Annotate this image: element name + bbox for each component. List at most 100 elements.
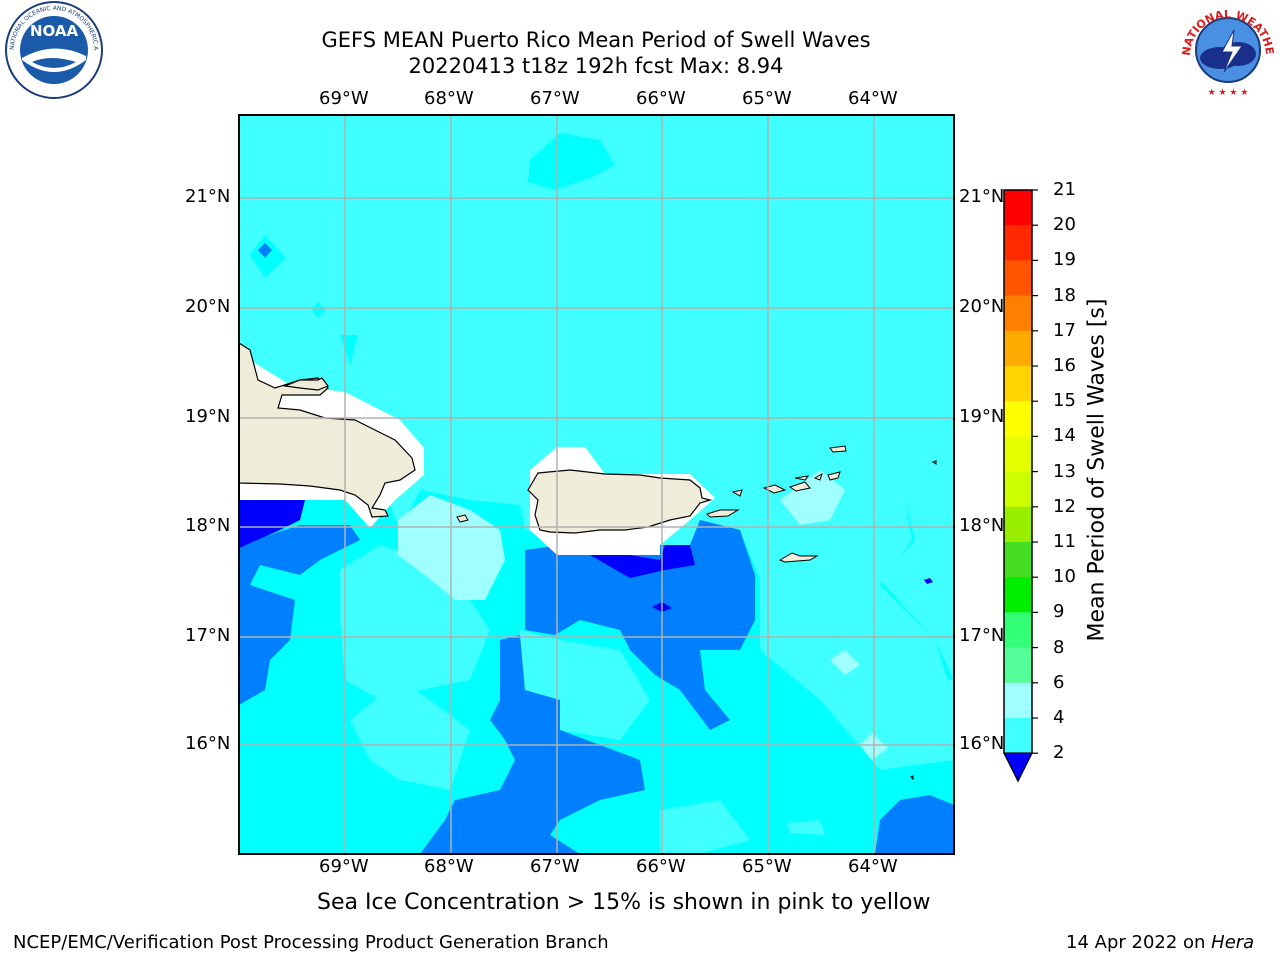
lat-label-right: 19°N — [959, 406, 1005, 427]
colorbar-swatch — [1004, 682, 1032, 719]
field-4-6s-patch — [312, 302, 326, 318]
colorbar-swatch — [1004, 190, 1032, 226]
lon-label-top: 68°W — [424, 88, 474, 109]
colorbar-title: Mean Period of Swell Waves [s] — [1084, 298, 1110, 642]
lat-label-left: 20°N — [185, 296, 231, 317]
field-lt2s — [924, 578, 933, 584]
colorbar-swatch — [1004, 718, 1032, 754]
lat-label-left: 21°N — [185, 186, 231, 207]
colorbar-level-label: 15 — [1053, 390, 1076, 412]
colorbar-swatch — [1004, 542, 1032, 578]
colorbar-extend-arrow — [1003, 752, 1033, 783]
field-6-8s-patch — [660, 800, 750, 854]
field-2-4s — [239, 525, 360, 705]
land-st-croix — [778, 552, 819, 563]
colorbar-level-label: 12 — [1053, 495, 1076, 517]
field-6-8s-patch — [787, 820, 825, 835]
field-6-8s-patch — [760, 560, 860, 680]
lon-label-bottom: 69°W — [319, 856, 369, 877]
land-hispaniola — [239, 342, 416, 518]
field-8-9s — [780, 470, 845, 525]
lon-label-top: 69°W — [319, 88, 369, 109]
colorbar-level-label: 10 — [1053, 566, 1076, 588]
colorbar-level-label: 14 — [1053, 425, 1076, 447]
colorbar-level-label: 17 — [1053, 319, 1076, 341]
footer-machine: Hera — [1211, 932, 1255, 953]
chart-subtitle: 20220413 t18z 192h fcst Max: 8.94 — [408, 54, 784, 78]
colorbar-swatch — [1004, 506, 1032, 543]
field-4-6s-patch — [528, 133, 615, 190]
field-2-4s — [525, 520, 755, 730]
lat-label-right: 17°N — [959, 625, 1005, 646]
colorbar-level-label: 9 — [1053, 601, 1065, 623]
lat-label-left: 19°N — [185, 406, 231, 427]
land-mona-island — [456, 514, 469, 523]
footer-branch: NCEP/EMC/Verification Post Processing Pr… — [13, 932, 609, 953]
gridlines — [239, 115, 954, 854]
colorbar-level-label: 21 — [1053, 179, 1076, 200]
field-2-4s — [258, 243, 272, 258]
footer-date-text: 14 Apr 2022 on — [1066, 932, 1212, 953]
colorbar-level-label: 18 — [1053, 284, 1076, 306]
map-field — [239, 115, 954, 854]
colorbar-level-label: 8 — [1053, 636, 1065, 658]
field-6-8s-patch — [880, 680, 954, 760]
colorbar-level-label: 13 — [1053, 460, 1076, 482]
colorbar-swatch — [1004, 577, 1032, 613]
lat-label-right: 16°N — [959, 733, 1005, 754]
land-virgin-islands — [762, 445, 847, 494]
lat-label-right: 18°N — [959, 515, 1005, 536]
lon-label-top: 66°W — [636, 88, 686, 109]
map-frame — [238, 114, 955, 855]
colorbar-swatches — [1003, 189, 1038, 783]
svg-text:NOAA: NOAA — [30, 22, 79, 40]
field-6-8s-patch — [350, 680, 470, 790]
colorbar-swatch — [1004, 436, 1032, 473]
lon-label-top: 64°W — [848, 88, 898, 109]
colorbar-swatch — [1004, 471, 1032, 508]
field-8-9s — [830, 650, 860, 675]
nws-logo: NATIONAL WEATHER SERVICE ★ ★ ★ ★ — [1176, 0, 1276, 98]
sea-ice-note: Sea Ice Concentration > 15% is shown in … — [317, 890, 931, 915]
lat-label-left: 16°N — [185, 733, 231, 754]
colorbar-level-label: 6 — [1053, 671, 1065, 693]
noaa-logo: NOAA NATIONAL OCEANIC AND ATMOSPHERIC AD… — [2, 0, 103, 99]
land-hispaniola-north-coast — [282, 377, 329, 391]
colorbar-swatch — [1004, 401, 1032, 437]
svg-text:★ ★ ★ ★: ★ ★ ★ ★ — [1208, 88, 1249, 98]
lat-label-left: 17°N — [185, 625, 231, 646]
lat-label-left: 18°N — [185, 515, 231, 536]
colorbar-swatch — [1004, 612, 1032, 649]
colorbar-swatch — [1004, 366, 1032, 402]
footer-date: 14 Apr 2022 on Hera — [1066, 932, 1254, 953]
colorbar-swatch — [1004, 225, 1032, 261]
colorbar-level-label: 2 — [1053, 742, 1065, 764]
colorbar-level-label: 19 — [1053, 249, 1076, 271]
lon-label-bottom: 67°W — [530, 856, 580, 877]
colorbar-swatch — [1004, 647, 1032, 684]
colorbar-swatch — [1004, 295, 1032, 332]
field-4-6s-patch — [250, 235, 286, 278]
land-islet — [910, 460, 937, 781]
lon-label-bottom: 66°W — [636, 856, 686, 877]
colorbar-level-label: 11 — [1053, 531, 1076, 552]
field-2-4s — [875, 795, 954, 854]
lon-label-bottom: 68°W — [424, 856, 474, 877]
land-culebra — [731, 489, 743, 497]
lon-label-top: 67°W — [530, 88, 580, 109]
lat-label-right: 20°N — [959, 296, 1005, 317]
colorbar-level-label: 4 — [1053, 707, 1065, 728]
lat-label-right: 21°N — [959, 186, 1005, 207]
colorbar-swatch — [1004, 330, 1032, 367]
lon-label-bottom: 65°W — [742, 856, 792, 877]
lon-label-top: 65°W — [742, 88, 792, 109]
colorbar-level-label: 16 — [1053, 355, 1076, 376]
field-lt2s — [239, 500, 305, 548]
colorbar-swatch — [1004, 260, 1032, 297]
chart-title: GEFS MEAN Puerto Rico Mean Period of Swe… — [321, 28, 871, 52]
land-puerto-rico — [527, 469, 713, 534]
field-lt2s — [590, 545, 695, 578]
land-vieques — [706, 509, 740, 518]
colorbar-level-label: 20 — [1053, 214, 1076, 236]
